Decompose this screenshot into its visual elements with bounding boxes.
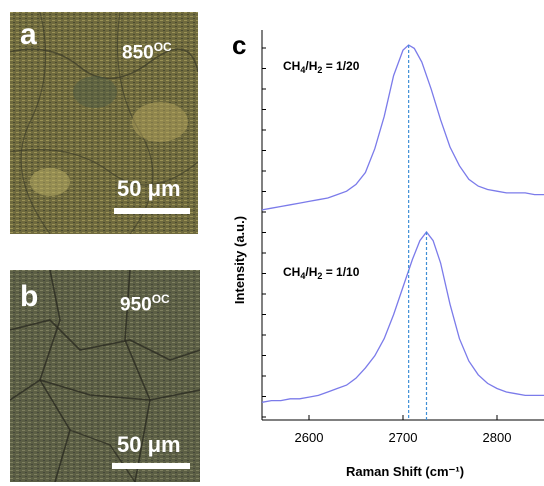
series-label-2: CH4/H2 = 1/10	[283, 265, 360, 281]
series-label-part: /H	[305, 59, 317, 73]
panel-c-letter: c	[232, 30, 246, 60]
panel-a-scale-bar	[114, 208, 190, 214]
panel-a-temperature: 850OC	[122, 40, 172, 64]
micrograph-b-image	[10, 270, 200, 482]
series-label-part: /H	[305, 265, 317, 279]
series-label-part: = 1/20	[322, 59, 359, 73]
micrograph-b	[10, 270, 200, 482]
x-tick-label-2600: 2600	[295, 430, 324, 445]
panel-a-temperature-value: 850	[122, 42, 154, 64]
series-label-part: = 1/10	[322, 265, 359, 279]
panel-b-scale-text: 50 μm	[117, 432, 181, 457]
x-tick-label-2700: 2700	[389, 430, 418, 445]
x-axis-label: Raman Shift (cm⁻¹)	[346, 464, 464, 479]
micrograph-a	[10, 12, 198, 234]
series-label-part: 4	[300, 65, 305, 75]
series-label-part: 4	[300, 271, 305, 281]
panel-b-scale-bar	[112, 463, 190, 469]
panel-b-temperature: 950OC	[120, 292, 170, 316]
panel-a-temperature-unit: OC	[153, 40, 172, 54]
series-label-part: CH	[283, 59, 300, 73]
spectrum-line-2	[261, 230, 544, 403]
y-axis-label: Intensity (a.u.)	[232, 216, 247, 304]
panel-a-letter: a	[20, 18, 37, 51]
micrograph-a-image	[10, 12, 198, 234]
series-label-part: 2	[317, 65, 322, 75]
x-tick-label-2800: 2800	[483, 430, 512, 445]
series-label-part: 2	[317, 271, 322, 281]
series-label-1: CH4/H2 = 1/20	[283, 59, 360, 75]
series-label-part: CH	[283, 265, 300, 279]
panel-a-scale-text: 50 μm	[117, 176, 181, 201]
panel-b-temperature-value: 950	[120, 294, 152, 316]
panel-b-letter: b	[20, 280, 39, 313]
panel-b-temperature-unit: OC	[151, 292, 170, 306]
spectrum-line-1	[261, 44, 544, 211]
